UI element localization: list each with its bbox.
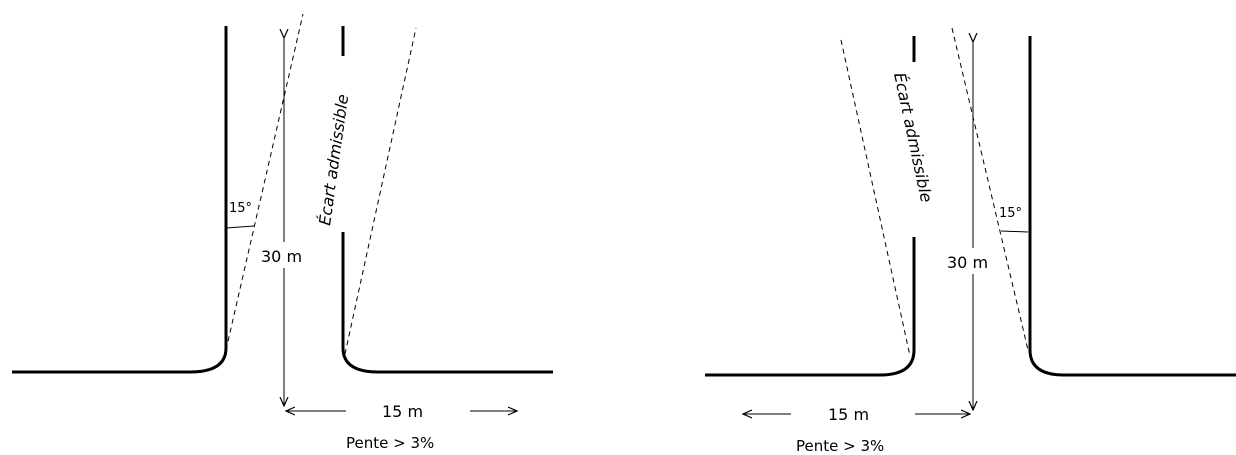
left-width-label: 15 m [382,402,423,421]
left-deviation-line-1 [225,13,304,351]
left-slope-label: Pente > 3% [346,434,434,452]
left-diagram: 15° 30 m 15 m Pente > 3% Écart admissibl… [12,13,553,452]
left-angle-arc [225,225,255,229]
right-slope-label: Pente > 3% [796,437,884,455]
right-width-label: 15 m [828,405,869,424]
right-diagram: 15° 30 m 15 m Pente > 3% Écart admissibl… [705,27,1236,455]
right-road-edge-west-lower [705,237,916,377]
left-angle-label: 15° [229,201,252,216]
right-deviation-line-2 [951,27,1029,351]
right-road-edge-east [1028,36,1236,377]
left-road-edge-east-lower [341,232,553,374]
left-height-label: 30 m [261,247,302,266]
left-road-edge-west [12,26,228,374]
left-deviation-line-2 [344,27,417,355]
right-zone-label: Écart admissible [890,71,936,204]
right-angle-arc [1000,230,1029,233]
right-angle-label: 15° [999,206,1022,221]
right-height-label: 30 m [947,253,988,272]
left-zone-label: Écart admissible [315,93,352,227]
